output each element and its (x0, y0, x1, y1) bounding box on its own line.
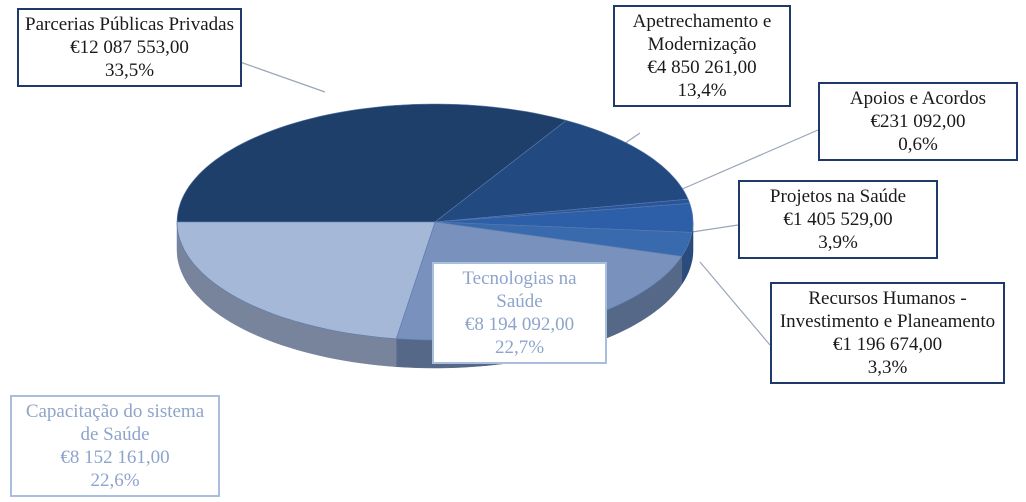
slice (434, 221, 693, 257)
slice (176, 221, 436, 340)
percent-label: 3,9% (818, 232, 858, 253)
percent-label: 13,4% (677, 80, 727, 101)
category-name: Recursos Humanos - Investimento e Planea… (779, 288, 996, 332)
leader-line (679, 129, 819, 191)
data-label: Apoios e Acordos €231 092,00 0,6% (818, 82, 1018, 161)
slice (434, 120, 689, 223)
percent-label: 0,6% (898, 134, 938, 155)
data-label: Capacitação do sistema de Saúde €8 152 16… (10, 395, 220, 497)
data-label: Parcerias Públicas Privadas €12 087 553,0… (17, 8, 242, 87)
percent-label: 22,7% (494, 337, 545, 358)
amount-label: €231 092,00 (870, 111, 966, 132)
amount-label: €1 196 674,00 (832, 334, 943, 355)
amount-label: €8 152 161,00 (60, 447, 170, 468)
amount-label: €12 087 553,00 (70, 37, 189, 58)
slice (176, 103, 567, 223)
data-label: Tecnologias na Saúde €8 194 092,00 22,7% (432, 262, 607, 364)
leader-line (691, 224, 739, 233)
leader-line (699, 261, 771, 346)
percent-label: 22,6% (90, 470, 140, 491)
category-name: Apoios e Acordos (849, 88, 987, 109)
leader-line (239, 61, 326, 93)
slice (434, 203, 694, 233)
category-name: Apetrechamento e Modernização (632, 11, 772, 55)
amount-label: €1 405 529,00 (783, 209, 893, 230)
category-name: Parcerias Públicas Privadas (25, 14, 234, 35)
category-name: Capacitação do sistema de Saúde (25, 401, 205, 445)
data-label: Projetos na Saúde €1 405 529,00 3,9% (738, 180, 938, 259)
data-label: Apetrechamento e Modernização €4 850 261,… (613, 5, 791, 107)
category-name: Projetos na Saúde (769, 186, 907, 207)
amount-label: €8 194 092,00 (464, 314, 575, 335)
percent-label: 33,5% (104, 60, 155, 81)
category-name: Tecnologias na Saúde (462, 268, 577, 312)
data-label: Recursos Humanos - Investimento e Planea… (770, 282, 1005, 384)
percent-label: 3,3% (867, 357, 908, 378)
amount-label: €4 850 261,00 (647, 57, 757, 78)
